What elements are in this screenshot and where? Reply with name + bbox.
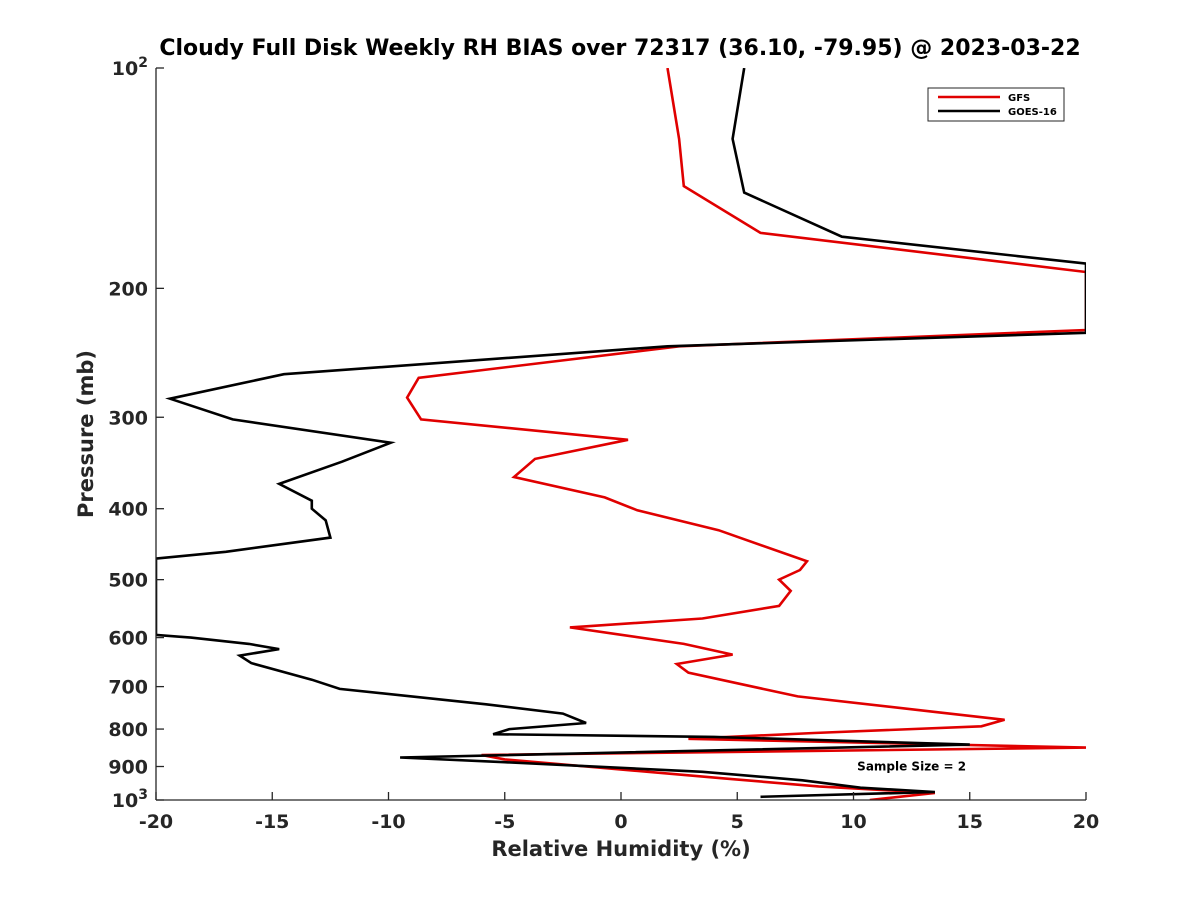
x-tick-label: -20 [139,811,173,833]
y-tick-label: 900 [108,757,148,779]
y-tick-label: 500 [108,570,148,592]
legend-label: GFS [1008,93,1030,104]
y-tick-label: 800 [108,719,148,741]
y-tick-label: 200 [108,278,148,300]
y-tick-label: 600 [108,628,148,650]
plot-area: -20 -15 -10 -5 0 5 10 15 20 102 200 300 400 500 600 700… [108,55,1099,833]
sample-size-annotation: Sample Size = 2 [857,760,966,774]
x-tick-label: 20 [1073,811,1099,833]
chart-title: Cloudy Full Disk Weekly RH BIAS over 723… [159,36,1080,61]
x-tick-label: -5 [494,811,515,833]
series-line-goes-16 [156,68,1086,799]
y-tick-label: 300 [108,407,148,429]
y-tick-label: 400 [108,499,148,521]
x-tick-label: -10 [371,811,405,833]
ticks-layer: -20 -15 -10 -5 0 5 10 15 20 102 200 300 400 500 600 700… [108,55,1099,833]
x-tick-label: -15 [255,811,289,833]
y-axis-label: Pressure (mb) [74,350,98,518]
x-tick-label: 10 [840,811,866,833]
y-tick-label: 103 [112,787,148,812]
legend-label: GOES-16 [1008,107,1057,118]
x-tick-label: 5 [731,811,744,833]
y-tick-label: 700 [108,677,148,699]
x-axis-label: Relative Humidity (%) [491,837,750,861]
legend: GFS GOES-16 [927,87,1065,122]
x-tick-label: 0 [614,811,627,833]
annotations: Sample Size = 2 [857,760,966,774]
series-layer [156,68,1086,800]
x-tick-label: 15 [957,811,983,833]
y-tick-label: 102 [112,55,148,80]
plot-frame [156,68,1086,800]
legend-box [927,87,1065,122]
